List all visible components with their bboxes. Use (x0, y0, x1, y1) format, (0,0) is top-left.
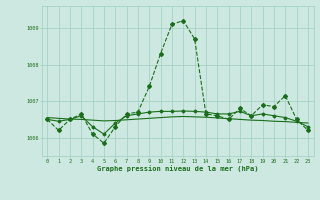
X-axis label: Graphe pression niveau de la mer (hPa): Graphe pression niveau de la mer (hPa) (97, 165, 258, 172)
